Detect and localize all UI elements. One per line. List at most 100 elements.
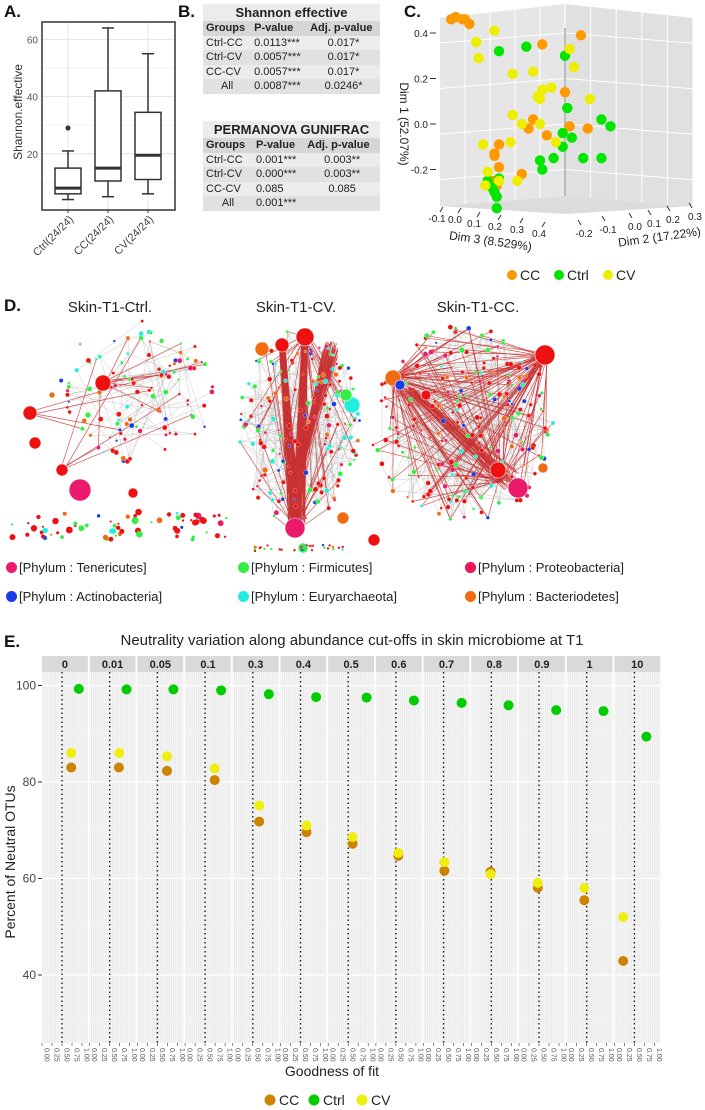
node: [246, 381, 251, 386]
node: [164, 433, 168, 437]
facet-label: 0.05: [150, 659, 171, 671]
node: [210, 385, 215, 389]
point-ctrl: [361, 692, 372, 703]
edge: [479, 381, 505, 419]
box-iqr: [134, 111, 162, 181]
point-cv: [482, 166, 493, 177]
edge: [67, 363, 206, 408]
edge: [149, 341, 202, 363]
node: [138, 331, 144, 337]
x-tick-label: 1.00: [464, 1048, 471, 1062]
node: [147, 388, 152, 393]
point-cc: [459, 14, 471, 25]
node: [315, 389, 319, 393]
node: [116, 411, 122, 417]
node: [85, 357, 92, 364]
adj-p-value-cell: 0.017*: [307, 35, 380, 50]
isolated-node: [293, 549, 296, 552]
edge-strong: [30, 390, 150, 415]
hub-node: [261, 466, 269, 474]
y-tick-label: 100: [16, 679, 36, 693]
edge: [99, 333, 142, 357]
adj-p-value-cell: 0.017*: [307, 64, 380, 79]
isolated-node: [278, 548, 281, 551]
node: [272, 514, 276, 518]
node: [276, 468, 281, 473]
legend-label: CC: [520, 267, 540, 283]
edge-strong: [426, 335, 547, 358]
isolated-node: [193, 512, 198, 518]
isolated-node: [119, 528, 125, 534]
point-ctrl: [596, 152, 607, 164]
dim2-tick: [601, 215, 606, 222]
edge: [384, 382, 465, 518]
node: [316, 481, 322, 487]
node: [305, 400, 311, 406]
group-cell: All: [203, 79, 252, 94]
point-ctrl: [489, 187, 500, 198]
node: [168, 364, 172, 368]
x-tick-label: 0.75: [597, 1048, 604, 1062]
node: [293, 387, 298, 392]
isolated-node: [217, 520, 224, 527]
edge: [498, 413, 520, 503]
edge-strong: [377, 354, 546, 451]
edge: [445, 355, 523, 363]
node: [351, 387, 355, 391]
hub-node: [367, 533, 381, 547]
y-tick-label: 60: [23, 872, 37, 886]
node: [252, 383, 258, 389]
node: [317, 346, 321, 350]
x-tick-label: 0.75: [73, 1048, 80, 1062]
edge: [127, 353, 175, 373]
edge: [240, 419, 259, 428]
table-row: All 0.001***: [203, 196, 380, 211]
point-ctrl: [534, 155, 546, 166]
point-cc: [541, 130, 552, 141]
x-tick-label: 0.50: [540, 1048, 547, 1062]
hub-node: [84, 411, 92, 419]
edge-strong: [391, 375, 513, 419]
node: [336, 478, 341, 483]
node: [307, 487, 313, 493]
panel-label-d: D.: [4, 296, 21, 315]
facet-0: 0 0.00 0.25 0.50 0.75 1.00: [41, 656, 90, 1062]
edge-strong: [452, 474, 501, 480]
table-title: PERMANOVA GUNIFRAC: [203, 121, 380, 138]
node: [193, 358, 199, 364]
edge-strong: [468, 328, 502, 480]
x-tick-label: 1.00: [607, 1048, 614, 1062]
isolated-node: [193, 519, 200, 525]
edge-strong: [519, 357, 544, 483]
isolated-node: [135, 508, 142, 516]
isolated-node: [9, 534, 16, 541]
node: [116, 418, 121, 422]
node: [115, 439, 119, 443]
node: [313, 381, 319, 387]
isolated-node: [310, 548, 314, 552]
edge-strong: [391, 417, 502, 483]
edge-strong: [295, 382, 322, 530]
isolated-node: [102, 534, 109, 541]
point-cv: [66, 748, 77, 759]
node: [238, 440, 243, 444]
edge: [175, 346, 196, 361]
node: [293, 503, 299, 509]
point-cv: [480, 180, 491, 191]
legend-ctrl-icon: [554, 270, 564, 280]
panel-label-c: C.: [404, 2, 421, 21]
x-tick-label: 0.00: [520, 1048, 527, 1062]
node: [113, 449, 119, 456]
edge-strong: [306, 338, 328, 491]
node: [172, 362, 177, 366]
isolated-node: [40, 534, 45, 539]
facet-label: 0.9: [534, 659, 549, 671]
facet-0.8: 0.8 0.00 0.25 0.50 0.75 1.00: [470, 656, 519, 1062]
node: [172, 370, 177, 374]
x-tick-label: 0.75: [359, 1048, 366, 1062]
node: [65, 392, 70, 398]
point-cv: [471, 36, 482, 48]
isolated-node: [78, 525, 85, 532]
point-ctrl: [491, 202, 502, 214]
isolated-node: [50, 533, 53, 536]
